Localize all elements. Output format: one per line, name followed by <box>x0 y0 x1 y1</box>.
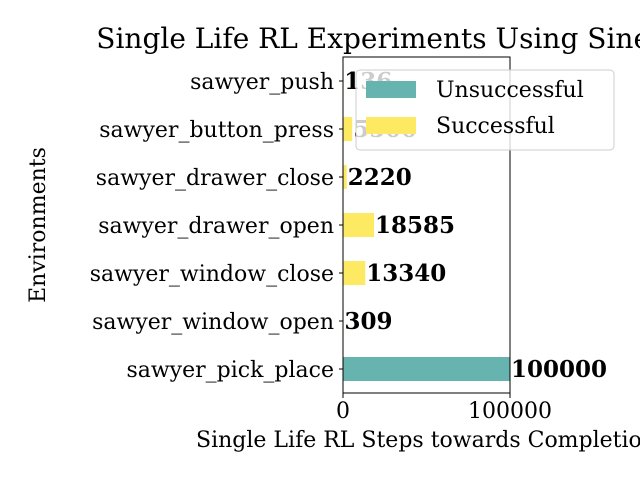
bar-sawyer-pick-place <box>343 357 510 381</box>
legend-label-unsuccessful: Unsuccessful <box>436 78 584 103</box>
y-tick-label: sawyer_drawer_close <box>96 166 334 191</box>
y-tick-label: sawyer_button_press <box>99 118 334 143</box>
data-label-sawyer-window-open: 309 <box>345 308 393 335</box>
bar-sawyer-button-press <box>343 117 353 141</box>
x-axis-title: Single Life RL Steps towards Completion <box>196 428 640 453</box>
bar-sawyer-drawer-open <box>343 213 375 237</box>
data-label-sawyer-window-close: 13340 <box>366 260 446 287</box>
y-tick-label: sawyer_window_open <box>92 310 334 335</box>
data-label-sawyer-pick-place: 100000 <box>511 356 607 383</box>
y-axis-title: Environments <box>26 147 51 303</box>
bar-sawyer-window-close <box>343 261 366 285</box>
chart-title: Single Life RL Experiments Using Sine-Co… <box>96 22 640 55</box>
x-tick-label: 0 <box>336 399 350 424</box>
legend-swatch-unsuccessful <box>366 81 416 98</box>
x-tick-label: 100000 <box>468 399 552 424</box>
bars-group <box>343 69 510 381</box>
y-tick-label: sawyer_push <box>190 70 334 95</box>
legend-label-successful: Successful <box>436 114 555 139</box>
x-axis: 0 100000 <box>336 393 552 424</box>
legend: Unsuccessful Successful <box>355 69 615 151</box>
y-tick-label: sawyer_window_close <box>90 262 334 287</box>
y-axis: sawyer_push sawyer_button_press sawyer_dra… <box>90 70 343 383</box>
data-label-sawyer-drawer-open: 18585 <box>375 212 455 239</box>
y-tick-label: sawyer_pick_place <box>126 358 334 383</box>
data-label-sawyer-drawer-close: 2220 <box>348 164 412 191</box>
y-tick-label: sawyer_drawer_open <box>98 214 334 239</box>
legend-frame <box>355 69 615 151</box>
bar-sawyer-drawer-close <box>343 165 347 189</box>
legend-swatch-successful <box>366 117 416 134</box>
